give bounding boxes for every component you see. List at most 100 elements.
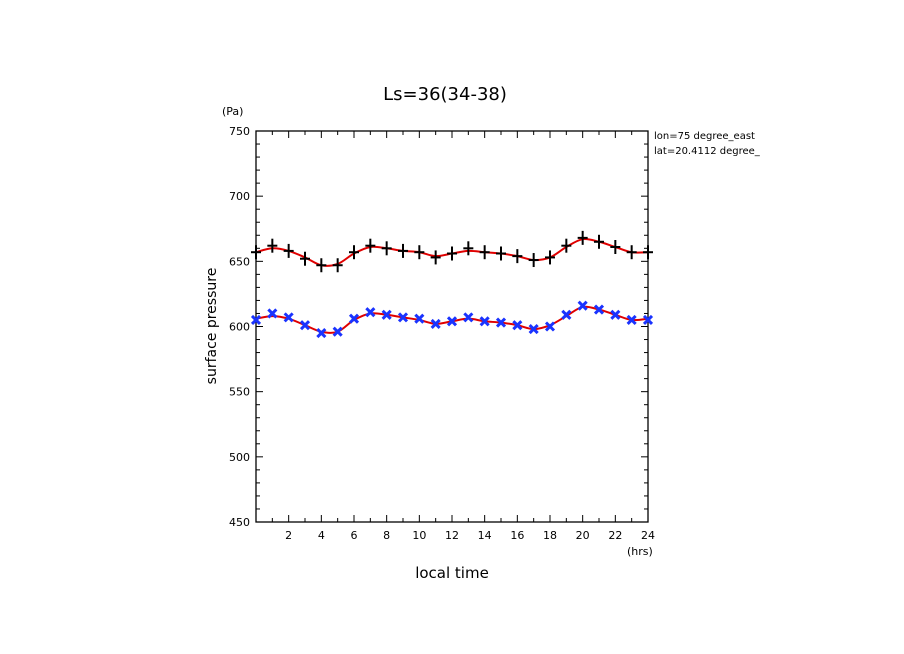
x-marker-b — [381, 309, 392, 320]
x-tick-label: 24 — [641, 529, 655, 542]
y-unit-label: (Pa) — [222, 105, 243, 118]
y-tick-label: 550 — [229, 386, 250, 399]
x-tick-label: 10 — [412, 529, 426, 542]
data-point-series-2 — [316, 327, 327, 339]
data-point-series-1 — [365, 238, 376, 253]
x-unit-label: (hrs) — [627, 545, 653, 558]
x-tick-label: 6 — [351, 529, 358, 542]
data-point-series-2 — [414, 313, 425, 324]
x-marker-b — [299, 320, 311, 331]
data-point-series-1 — [332, 258, 343, 273]
data-point-series-1 — [496, 246, 506, 261]
x-marker-b — [561, 309, 572, 320]
data-point-series-1 — [430, 250, 441, 265]
data-point-series-1 — [251, 245, 261, 260]
data-point-series-1 — [349, 245, 359, 260]
data-point-series-2 — [283, 312, 294, 323]
y-tick-label: 500 — [229, 451, 250, 464]
data-markers — [250, 230, 654, 339]
x-tick-label: 22 — [608, 529, 622, 542]
y-tick-label: 600 — [229, 321, 250, 334]
x-marker-b — [610, 309, 621, 320]
data-point-series-1 — [479, 245, 490, 260]
data-point-series-1 — [545, 250, 555, 265]
data-point-series-1 — [528, 253, 539, 268]
x-axis-label: local time — [415, 564, 489, 582]
y-tick-label: 650 — [229, 255, 250, 268]
data-point-series-1 — [594, 234, 604, 249]
data-point-series-2 — [397, 312, 409, 323]
x-marker-b — [512, 320, 523, 331]
x-tick-labels: 2 4 6 8 10 12 14 16 18 20 22 24 — [285, 529, 655, 542]
x-tick-label: 18 — [543, 529, 557, 542]
data-point-series-1 — [283, 243, 294, 258]
data-point-series-2 — [561, 309, 572, 320]
data-point-series-2 — [479, 316, 490, 327]
x-marker-b — [332, 326, 343, 337]
x-marker-b — [495, 317, 507, 328]
data-point-series-2 — [299, 320, 311, 331]
data-point-series-1 — [626, 245, 637, 260]
annotation-lat: lat=20.4112 degree_ — [654, 146, 761, 157]
plot-frame — [255, 130, 649, 523]
annotation-lon: lon=75 degree_east — [654, 131, 755, 142]
data-point-series-2 — [365, 307, 376, 318]
x-tick-label: 2 — [285, 529, 292, 542]
data-point-series-2 — [626, 314, 637, 326]
x-marker-b — [348, 313, 360, 324]
data-point-series-2 — [446, 316, 458, 327]
data-point-series-2 — [610, 309, 621, 320]
data-point-series-1 — [512, 249, 523, 264]
x-tick-label: 16 — [510, 529, 524, 542]
data-point-series-2 — [463, 312, 474, 323]
data-point-series-2 — [381, 309, 392, 320]
data-point-series-2 — [642, 314, 654, 326]
y-tick-labels: 450 500 550 600 650 700 750 — [229, 125, 250, 529]
x-marker-b — [528, 324, 539, 335]
data-point-series-2 — [250, 314, 262, 326]
data-point-series-2 — [348, 313, 360, 324]
x-tick-label: 12 — [445, 529, 459, 542]
data-point-series-2 — [332, 326, 343, 337]
x-marker-b — [397, 312, 409, 323]
x-tick-label: 14 — [478, 529, 492, 542]
data-point-series-1 — [643, 245, 653, 260]
x-marker-b — [250, 314, 262, 326]
y-tick-label: 750 — [229, 125, 250, 138]
data-point-series-1 — [316, 258, 327, 273]
data-point-series-2 — [544, 321, 556, 332]
y-tick-label: 450 — [229, 516, 250, 529]
data-point-series-1 — [463, 241, 474, 256]
data-point-series-2 — [430, 318, 441, 329]
x-marker-b — [593, 304, 605, 315]
data-point-series-2 — [495, 317, 507, 328]
x-marker-b — [365, 307, 376, 318]
x-marker-b — [463, 312, 474, 323]
data-point-series-1 — [300, 251, 310, 266]
data-point-series-1 — [398, 243, 408, 258]
x-marker-b — [626, 314, 637, 326]
x-marker-b — [267, 308, 278, 319]
data-point-series-2 — [512, 320, 523, 331]
y-tick-label: 700 — [229, 190, 250, 203]
data-point-series-1 — [381, 241, 392, 256]
x-marker-b — [642, 314, 654, 326]
x-marker-b — [544, 321, 556, 332]
x-marker-b — [479, 316, 490, 327]
axis-ticks — [255, 130, 649, 523]
y-axis-label: surface pressure — [204, 268, 220, 385]
x-marker-b — [316, 327, 327, 339]
data-point-series-2 — [577, 300, 588, 311]
x-tick-label: 4 — [318, 529, 325, 542]
chart-title: Ls=36(34-38) — [383, 84, 507, 105]
data-point-series-2 — [593, 304, 605, 315]
x-marker-b — [430, 318, 441, 329]
data-point-series-1 — [577, 230, 588, 245]
data-point-series-1 — [267, 238, 278, 253]
x-tick-label: 8 — [383, 529, 390, 542]
data-point-series-2 — [267, 308, 278, 319]
data-point-series-2 — [528, 324, 539, 335]
data-point-series-1 — [610, 239, 621, 254]
data-point-series-1 — [561, 238, 572, 253]
